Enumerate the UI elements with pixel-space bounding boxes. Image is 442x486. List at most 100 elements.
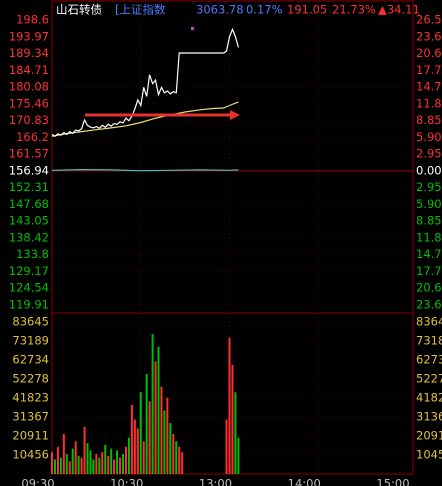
y-tick-label: 143.05 [9,214,49,228]
annotation-arrow [85,110,240,120]
y-tick-label: 152.31 [9,180,49,194]
y-tick-label: 156.94 [9,163,49,177]
volume-bar [145,374,148,474]
y2-tick-label: 23.60% [416,29,442,43]
change-percent: 21.73% [332,3,376,17]
y-tick-label: 180.08 [9,80,49,94]
volume-bar [104,444,107,474]
line-price [51,27,239,138]
volume-tick-label: 10456 [12,447,49,461]
volume-bar [122,454,124,474]
y-tick-label: 175.46 [9,96,49,110]
y2-tick-label: 20.65% [416,46,442,60]
x-tick-label: 15:00 [376,477,409,486]
y-tick-label: 166.2 [16,130,49,144]
volume-tick-label-right: 83645 [416,315,442,329]
y2-tick-label: 17.70% [416,264,442,278]
volume-bar [98,457,101,474]
volume-bar [166,397,169,474]
y2-tick-label: 5.90% [416,197,442,211]
volume-bar [68,461,71,474]
volume-tick-label: 31367 [12,409,49,423]
volume-bar [59,457,62,474]
volume-tick-label-right: 62734 [416,352,442,366]
volume-tick-label-right: 52278 [416,372,442,386]
volume-bar [178,446,181,474]
y2-tick-label: 14.75% [416,247,442,261]
volume-bar [175,441,178,474]
y-tick-label: 119.91 [9,298,49,312]
volume-tick-label-right: 20911 [416,429,442,443]
volume-bar [160,386,163,474]
y-tick-label: 129.17 [9,264,49,278]
volume-bar [181,452,184,474]
index-value: 3063.78 [196,3,244,17]
line-index [51,168,239,172]
volume-bar [53,459,56,474]
y2-tick-label: 11.80% [416,230,442,244]
y2-tick-label: 26.55% [416,13,442,27]
volume-tick-label: 73189 [12,334,49,348]
volume-bar [116,450,119,474]
volume-bar [228,337,231,474]
volume-bar [139,392,142,474]
volume-tick-label: 62734 [12,352,49,366]
volume-tick-label-right: 73189 [416,334,442,348]
y-tick-label: 161.57 [9,147,49,161]
last-price: 191.05 [287,3,327,17]
volume-bar [77,455,80,474]
y-tick-label: 198.6 [16,13,49,27]
volume-tick-label: 41823 [12,390,49,404]
y-tick-label: 133.8 [16,247,49,261]
x-tick-label: 13:00 [199,477,232,486]
volume-bar [74,441,77,474]
marker-dot [191,27,194,30]
volume-bar [136,428,139,474]
y2-tick-label: 0.00% [416,163,442,177]
volume-bar [237,437,240,474]
volume-bar [234,392,237,474]
y2-tick-label: 20.65% [416,281,442,295]
y2-tick-label: 8.85% [416,214,442,228]
volume-bar [124,446,127,474]
y2-tick-label: 5.90% [416,130,442,144]
y2-tick-label: 2.95% [416,147,442,161]
volume-bar [157,346,160,474]
y2-tick-label: 23.60% [416,298,442,312]
volume-bar [80,457,83,474]
y-tick-label: 138.42 [9,230,49,244]
volume-bar [169,423,172,474]
volume-bar [86,443,89,474]
y-tick-label: 124.54 [9,281,49,295]
x-tick-label: 10:30 [110,477,143,486]
y-tick-label: 193.97 [9,29,49,43]
y-tick-label: 184.71 [9,63,49,77]
volume-bar [51,452,53,474]
volume-tick-label-right: 41823 [416,390,442,404]
volume-bar [107,455,110,474]
volume-bar [89,450,92,474]
y-tick-label: 147.68 [9,197,49,211]
volume-bar [56,446,59,474]
volume-tick-label: 20911 [12,429,49,443]
volume-bar [95,454,98,474]
x-tick-label: 09:30 [21,477,54,486]
volume-bar [231,364,234,474]
volume-bar [151,334,154,474]
volume-bar [154,361,157,474]
volume-bar [65,454,68,474]
volume-bar [133,419,136,474]
y2-tick-label: 17.70% [416,63,442,77]
volume-bar [92,459,95,474]
volume-bar [110,448,113,474]
index-change: 0.17% [246,3,283,17]
volume-bar [172,434,175,474]
y-tick-label: 189.34 [9,46,49,60]
y2-tick-label: 8.85% [416,113,442,127]
volume-bar [130,404,133,474]
volume-bar [62,434,65,474]
change-amount: ▲34.11 [378,3,420,17]
line-average [51,101,239,137]
